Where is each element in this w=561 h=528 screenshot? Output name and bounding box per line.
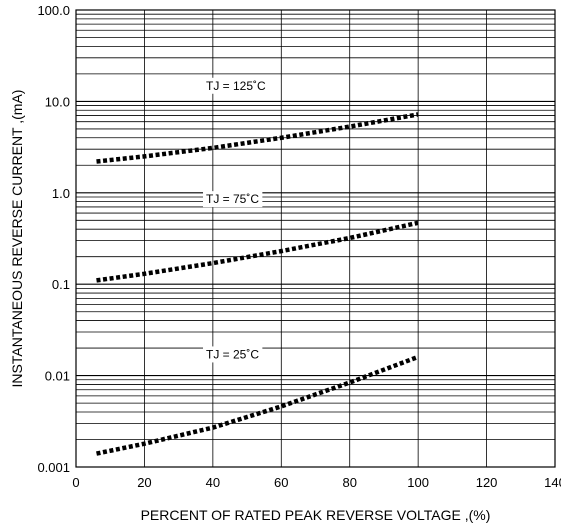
x-tick-label: 60 <box>274 475 288 490</box>
y-tick-label: 0.001 <box>37 460 70 475</box>
y-tick-label: 1.0 <box>52 186 70 201</box>
x-tick-label: 80 <box>342 475 356 490</box>
y-tick-label: 10.0 <box>45 94 70 109</box>
x-tick-label: 20 <box>137 475 151 490</box>
series-name: TJ = 75˚C <box>206 192 259 206</box>
x-tick-label: 120 <box>476 475 498 490</box>
plot-frame <box>75 9 556 468</box>
series-label-1: TJ = 125˚C <box>203 77 270 94</box>
x-tick-label: 140 <box>544 475 561 490</box>
series-label-3: TJ = 25˚C <box>203 346 263 363</box>
series-label-bg <box>203 191 263 208</box>
series-line-1 <box>96 112 419 164</box>
series-line-3 <box>96 354 419 456</box>
series-layer <box>96 112 419 456</box>
x-axis-title: PERCENT OF RATED PEAK REVERSE VOLTAGE ,(… <box>141 507 491 523</box>
series-name: TJ = 25˚C <box>206 347 259 361</box>
series-label-2: TJ = 75˚C <box>203 191 263 208</box>
series-label-bg <box>203 346 263 363</box>
series-line-2 <box>96 220 419 283</box>
tick-layer: 0 20 40 60 80 100 120 140 0.001 0.01 0.1 1.0 10.0 100… <box>37 3 561 490</box>
y-tick-label: 100.0 <box>37 3 70 18</box>
y-tick-label: 0.01 <box>45 369 70 384</box>
x-tick-label: 40 <box>206 475 220 490</box>
series-name: TJ = 125˚C <box>206 79 266 93</box>
x-tick-label: 100 <box>407 475 429 490</box>
y-tick-label: 0.1 <box>52 277 70 292</box>
x-tick-label: 0 <box>72 475 79 490</box>
series-label-bg <box>203 77 270 94</box>
y-axis-title: INSTANTANEOUS REVERSE CURRENT ,(mA) <box>9 90 25 388</box>
grid-layer <box>76 10 555 467</box>
label-layer: TJ = 125˚C TJ = 75˚C TJ = 25˚C <box>203 77 270 363</box>
